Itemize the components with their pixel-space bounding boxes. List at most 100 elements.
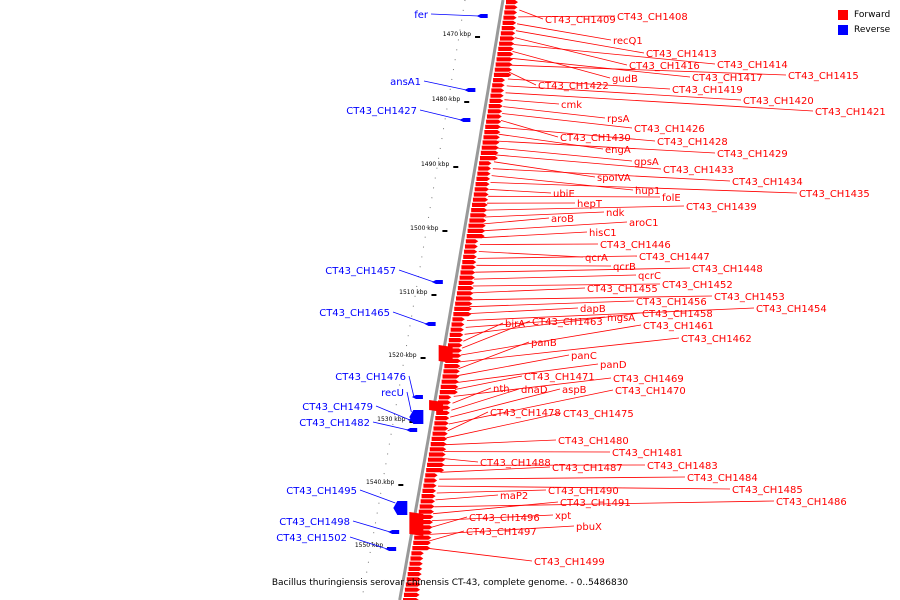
forward-gene-arrow [499, 36, 515, 41]
gene-label-ct43-ch1475: CT43_CH1475 [563, 409, 634, 420]
forward-gene-arrow [403, 592, 420, 597]
gene-label-ct43-ch1458: CT43_CH1458 [642, 309, 713, 320]
forward-gene-arrow [411, 551, 424, 556]
forward-label-line [507, 78, 671, 90]
forward-gene-arrow [406, 577, 422, 582]
forward-gene-arrow [405, 582, 421, 587]
gene-label-ct43-ch1433: CT43_CH1433 [663, 165, 734, 176]
gene-label-ct43-ch1420: CT43_CH1420 [743, 96, 814, 107]
gene-label-ct43-ch1482: CT43_CH1482 [299, 418, 370, 429]
gene-label-map2: maP2 [500, 491, 528, 502]
forward-label-line [492, 168, 731, 182]
forward-label-line [447, 411, 489, 432]
forward-gene-arrow [428, 452, 446, 457]
forward-gene-arrow [479, 161, 492, 166]
forward-gene-arrow [469, 218, 487, 223]
gene-label-panb: panB [531, 338, 557, 349]
gene-label-ct43-ch1455: CT43_CH1455 [587, 284, 658, 295]
reverse-gene-labels: fer ansA1 CT43_CH1427 CT43_CH1457 CT43_CH146… [276, 10, 429, 544]
forward-gene-arrow [459, 275, 475, 280]
forward-gene-arrow [435, 416, 450, 421]
forward-gene-arrow [457, 286, 474, 291]
forward-gene-block [438, 345, 453, 363]
forward-gene-arrow [480, 150, 499, 155]
gene-label-ct43-ch1453: CT43_CH1453 [714, 292, 785, 303]
genome-backbone [361, 0, 505, 600]
forward-gene-arrow [453, 312, 472, 317]
reverse-label-line [398, 269, 434, 283]
forward-label-line [506, 85, 742, 101]
forward-label-line [493, 161, 596, 178]
gene-label-qcrc: qcrC [638, 271, 661, 282]
gene-label-ct43-ch1421: CT43_CH1421 [815, 107, 886, 118]
forward-gene-arrow [421, 494, 436, 499]
gene-label-ct43-ch1427: CT43_CH1427 [346, 106, 417, 117]
forward-gene-arrow [456, 291, 474, 296]
reverse-gene-arrow [464, 88, 476, 92]
forward-gene-arrow [505, 5, 518, 10]
forward-gene-arrow [430, 442, 447, 447]
legend-reverse: Reverse [838, 23, 890, 37]
forward-gene-block [429, 400, 444, 412]
forward-label-line [434, 500, 775, 508]
reverse-gene-arrow [407, 418, 419, 422]
forward-gene-arrow [412, 546, 431, 551]
forward-gene-arrow [472, 202, 488, 207]
gene-label-ct43-ch1485: CT43_CH1485 [732, 485, 803, 496]
forward-gene-arrow [473, 192, 489, 197]
forward-gene-arrow [464, 244, 478, 249]
forward-label-line [474, 274, 637, 280]
gene-label-ct43-ch1470: CT43_CH1470 [615, 386, 686, 397]
forward-label-line [468, 307, 579, 314]
gene-label-ct43-ch1488: CT43_CH1488 [480, 458, 551, 469]
gene-label-ct43-ch1409: CT43_CH1409 [545, 15, 616, 26]
scale-tick-label: 1480 kbp [432, 96, 460, 103]
forward-label-line [459, 337, 680, 363]
forward-gene-arrow [498, 46, 514, 51]
forward-gene-arrow [424, 478, 438, 483]
forward-label-line [431, 514, 554, 521]
forward-gene-arrow [414, 535, 432, 540]
forward-label-line [495, 154, 662, 170]
forward-gene-arrow [427, 457, 446, 462]
forward-gene-arrow [495, 62, 513, 67]
forward-gene-arrow [466, 234, 485, 239]
gene-label-pbux: pbuX [576, 522, 602, 533]
gene-label-cmk: cmk [561, 100, 582, 111]
gene-label-ct43-ch1430: CT43_CH1430 [560, 133, 631, 144]
forward-gene-labels: CT43_CH1409 CT43_CH1408recQ1CT43_CH1413CT… [466, 12, 886, 568]
gene-label-ct43-ch1471: CT43_CH1471 [524, 372, 595, 383]
forward-label-line [442, 458, 479, 463]
gene-label-fer: fer [414, 10, 429, 21]
forward-label-line [500, 120, 559, 138]
forward-gene-arrow [493, 78, 506, 83]
forward-gene-arrow [420, 499, 436, 504]
gene-label-qcra: qcrA [585, 253, 608, 264]
forward-gene-arrow [450, 327, 464, 332]
forward-label-line [478, 251, 584, 258]
forward-gene-arrow [426, 468, 445, 473]
legend-reverse-label: Reverse [854, 25, 891, 35]
forward-gene-arrow [460, 270, 476, 275]
forward-gene-arrow [488, 104, 503, 109]
reverse-label-line [349, 536, 388, 550]
gene-label-panc: panC [571, 351, 597, 362]
forward-gene-arrow [462, 260, 477, 265]
forward-label-line [505, 92, 814, 112]
forward-label-line [452, 387, 492, 404]
gene-label-dnad: dnaD [521, 385, 548, 396]
gene-label-gudb: gudB [612, 74, 638, 85]
reverse-label-line [408, 375, 415, 398]
forward-label-line [461, 320, 531, 349]
forward-label-line [451, 388, 520, 411]
reverse-gene-arrow [459, 118, 471, 122]
forward-gene-arrow [432, 431, 448, 436]
forward-gene-arrow [486, 119, 502, 124]
gene-label-ndk: ndk [606, 208, 625, 219]
gene-label-ct43-ch1463: CT43_CH1463 [532, 317, 603, 328]
forward-label-line [514, 37, 628, 66]
genome-caption: Bacillus thuringiensis serovar chinensis… [0, 578, 900, 588]
forward-gene-arrow [502, 20, 517, 25]
forward-label-line [491, 175, 634, 191]
forward-label-line [503, 106, 606, 119]
